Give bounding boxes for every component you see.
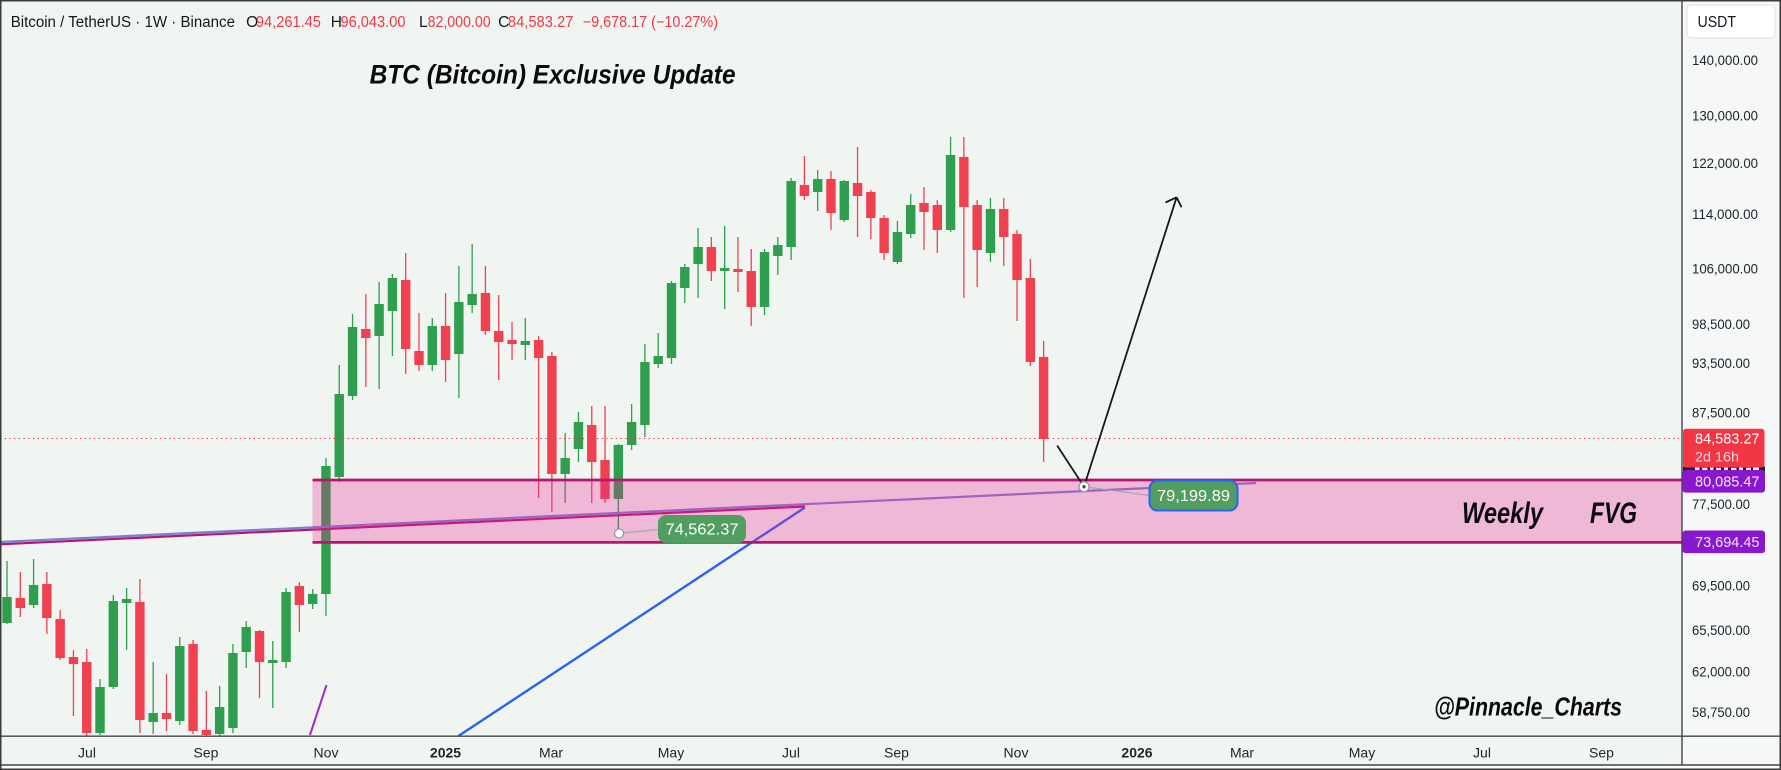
svg-text:94,261.45: 94,261.45 bbox=[256, 14, 321, 31]
svg-text:May: May bbox=[658, 745, 684, 761]
svg-text:Sep: Sep bbox=[1589, 745, 1614, 761]
svg-text:L: L bbox=[419, 14, 428, 31]
svg-text:79,199.89: 79,199.89 bbox=[1157, 488, 1230, 505]
svg-text:74,562.37: 74,562.37 bbox=[666, 522, 739, 539]
svg-text:93,500.00: 93,500.00 bbox=[1692, 355, 1750, 371]
svg-text:2026: 2026 bbox=[1121, 745, 1152, 761]
svg-text:84,583.27: 84,583.27 bbox=[1695, 431, 1760, 448]
svg-text:Jul: Jul bbox=[78, 745, 96, 761]
svg-text:May: May bbox=[1349, 745, 1375, 761]
svg-text:2025: 2025 bbox=[430, 745, 461, 761]
svg-text:O: O bbox=[246, 14, 258, 31]
svg-text:122,000.00: 122,000.00 bbox=[1692, 155, 1758, 171]
svg-text:Bitcoin / TetherUS · 1W · Bina: Bitcoin / TetherUS · 1W · Binance bbox=[11, 14, 235, 31]
svg-text:Sep: Sep bbox=[194, 745, 219, 761]
svg-text:Nov: Nov bbox=[1004, 745, 1029, 761]
svg-text:106,000.00: 106,000.00 bbox=[1692, 261, 1758, 277]
svg-text:Jul: Jul bbox=[1473, 745, 1491, 761]
svg-text:58,750.00: 58,750.00 bbox=[1692, 704, 1750, 720]
svg-text:114,000.00: 114,000.00 bbox=[1692, 206, 1758, 222]
svg-text:96,043.00: 96,043.00 bbox=[341, 14, 406, 31]
svg-text:65,500.00: 65,500.00 bbox=[1692, 622, 1750, 638]
svg-text:82,000.00: 82,000.00 bbox=[428, 14, 491, 31]
svg-text:62,000.00: 62,000.00 bbox=[1692, 663, 1750, 679]
svg-text:H: H bbox=[331, 14, 342, 31]
svg-text:BTC (Bitcoin) Exclusive Update: BTC (Bitcoin) Exclusive Update bbox=[370, 60, 736, 90]
svg-text:C: C bbox=[498, 14, 509, 31]
svg-text:@Pinnacle_Charts: @Pinnacle_Charts bbox=[1434, 692, 1622, 722]
svg-text:98,500.00: 98,500.00 bbox=[1692, 316, 1750, 332]
svg-text:130,000.00: 130,000.00 bbox=[1692, 107, 1758, 123]
svg-text:Mar: Mar bbox=[539, 745, 563, 761]
svg-text:69,500.00: 69,500.00 bbox=[1692, 578, 1750, 594]
svg-text:140,000.00: 140,000.00 bbox=[1692, 52, 1758, 68]
svg-text:Weekly: Weekly bbox=[1462, 497, 1544, 530]
svg-text:Nov: Nov bbox=[314, 745, 339, 761]
svg-text:84,583.27: 84,583.27 bbox=[508, 14, 574, 31]
svg-text:87,500.00: 87,500.00 bbox=[1692, 405, 1750, 421]
svg-text:−9,678.17 (−10.27%): −9,678.17 (−10.27%) bbox=[583, 14, 718, 31]
svg-text:FVG: FVG bbox=[1590, 497, 1637, 530]
svg-text:73,694.45: 73,694.45 bbox=[1695, 534, 1760, 551]
svg-text:Mar: Mar bbox=[1230, 745, 1254, 761]
svg-text:80,085.47: 80,085.47 bbox=[1695, 473, 1760, 490]
svg-text:USDT: USDT bbox=[1698, 14, 1737, 31]
svg-text:2d 16h: 2d 16h bbox=[1695, 449, 1739, 465]
svg-text:Jul: Jul bbox=[782, 745, 800, 761]
svg-text:Sep: Sep bbox=[884, 745, 909, 761]
svg-text:77,500.00: 77,500.00 bbox=[1692, 496, 1750, 512]
